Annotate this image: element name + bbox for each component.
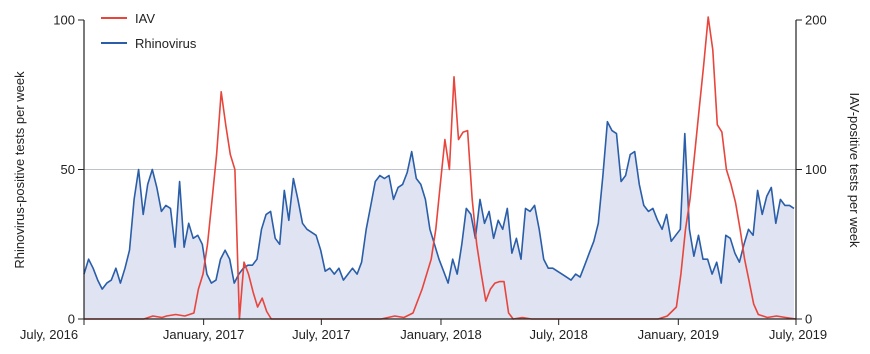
y-right-tick-label: 0: [805, 312, 812, 327]
x-tick-label: January, 2018: [400, 327, 481, 342]
axis-layer: July, 2016 January, 2017 July, 2017 January…: [20, 13, 827, 343]
y-left-tick-label: 100: [53, 13, 75, 28]
x-tick-label: July, 2016: [20, 327, 78, 342]
y-right-axis-title: IAV-positive tests per week: [847, 92, 862, 248]
legend-label-rhinovirus: Rhinovirus: [135, 36, 197, 51]
x-tick-label: January, 2019: [638, 327, 719, 342]
iav-line: [84, 16, 797, 320]
legend-layer: IAV Rhinovirus: [101, 11, 197, 51]
y-right-tick-label: 200: [805, 13, 827, 28]
x-tick-label: January, 2017: [163, 327, 244, 342]
rhinovirus-area: [84, 121, 794, 319]
area-layer: [84, 121, 794, 319]
x-tick-label: July, 2017: [292, 327, 350, 342]
line-layer: [83, 16, 797, 320]
legend-label-iav: IAV: [135, 11, 155, 26]
rhinovirus-line: [83, 120, 795, 290]
x-tick-label: July, 2019: [769, 327, 827, 342]
y-right-tick-label: 100: [805, 162, 827, 177]
y-left-axis-title: Rhinovirus-positive tests per week: [12, 71, 27, 269]
y-left-tick-label: 50: [61, 162, 75, 177]
x-tick-label: July, 2018: [530, 327, 588, 342]
y-left-tick-label: 0: [68, 312, 75, 327]
